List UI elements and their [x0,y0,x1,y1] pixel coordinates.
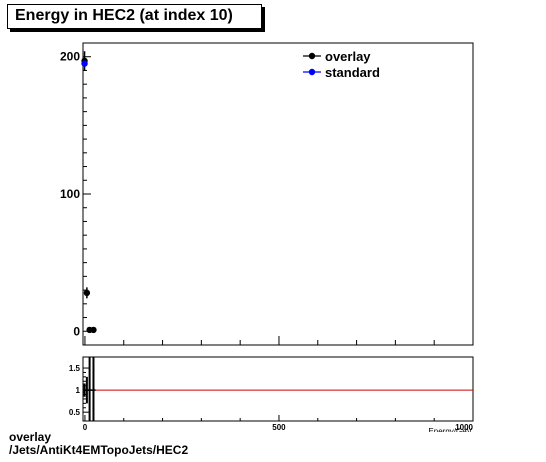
ratio-frame [82,356,474,422]
ratio-panel: 0.5 1 1.5 0 500 1000 [69,356,474,432]
data-point-standard [81,60,88,67]
x-axis-label: Energy/GeV [428,427,472,436]
footer-line-1: overlay [9,430,52,444]
legend-label: standard [325,65,380,80]
ratio-x-tick-label: 0 [83,423,88,432]
ratio-y-tick-label: 1.5 [69,364,81,373]
data-point-overlay [90,326,97,334]
y-tick-label: 100 [60,187,80,201]
ratio-y-tick-label: 0.5 [69,408,81,417]
ratio-x-tick-label: 500 [272,423,286,432]
data-point-overlay [83,289,91,297]
ratio-x-axis: 0 500 1000 [83,415,474,432]
legend-marker [308,68,316,76]
ratio-x-tick-label: 1000 [455,423,473,432]
chart-title: Energy in HEC2 (at index 10) [15,7,233,24]
main-y-axis: 0 100 200 [60,42,91,346]
y-tick-label: 200 [60,50,80,64]
main-data-marks [81,51,97,334]
footer-line-2: /Jets/AntiKt4EMTopoJets/HEC2 [9,443,189,457]
main-x-axis [84,336,474,345]
footer: overlay /Jets/AntiKt4EMTopoJets/HEC2 [9,431,188,457]
ratio-y-tick-label: 1 [76,386,81,395]
legend-label: overlay [325,49,371,64]
legend-marker [308,52,316,60]
main-frame [82,42,474,346]
ratio-data-marks [82,357,473,421]
y-tick-label: 0 [73,324,80,338]
chart-title-box: Energy in HEC2 (at index 10) [7,4,262,29]
